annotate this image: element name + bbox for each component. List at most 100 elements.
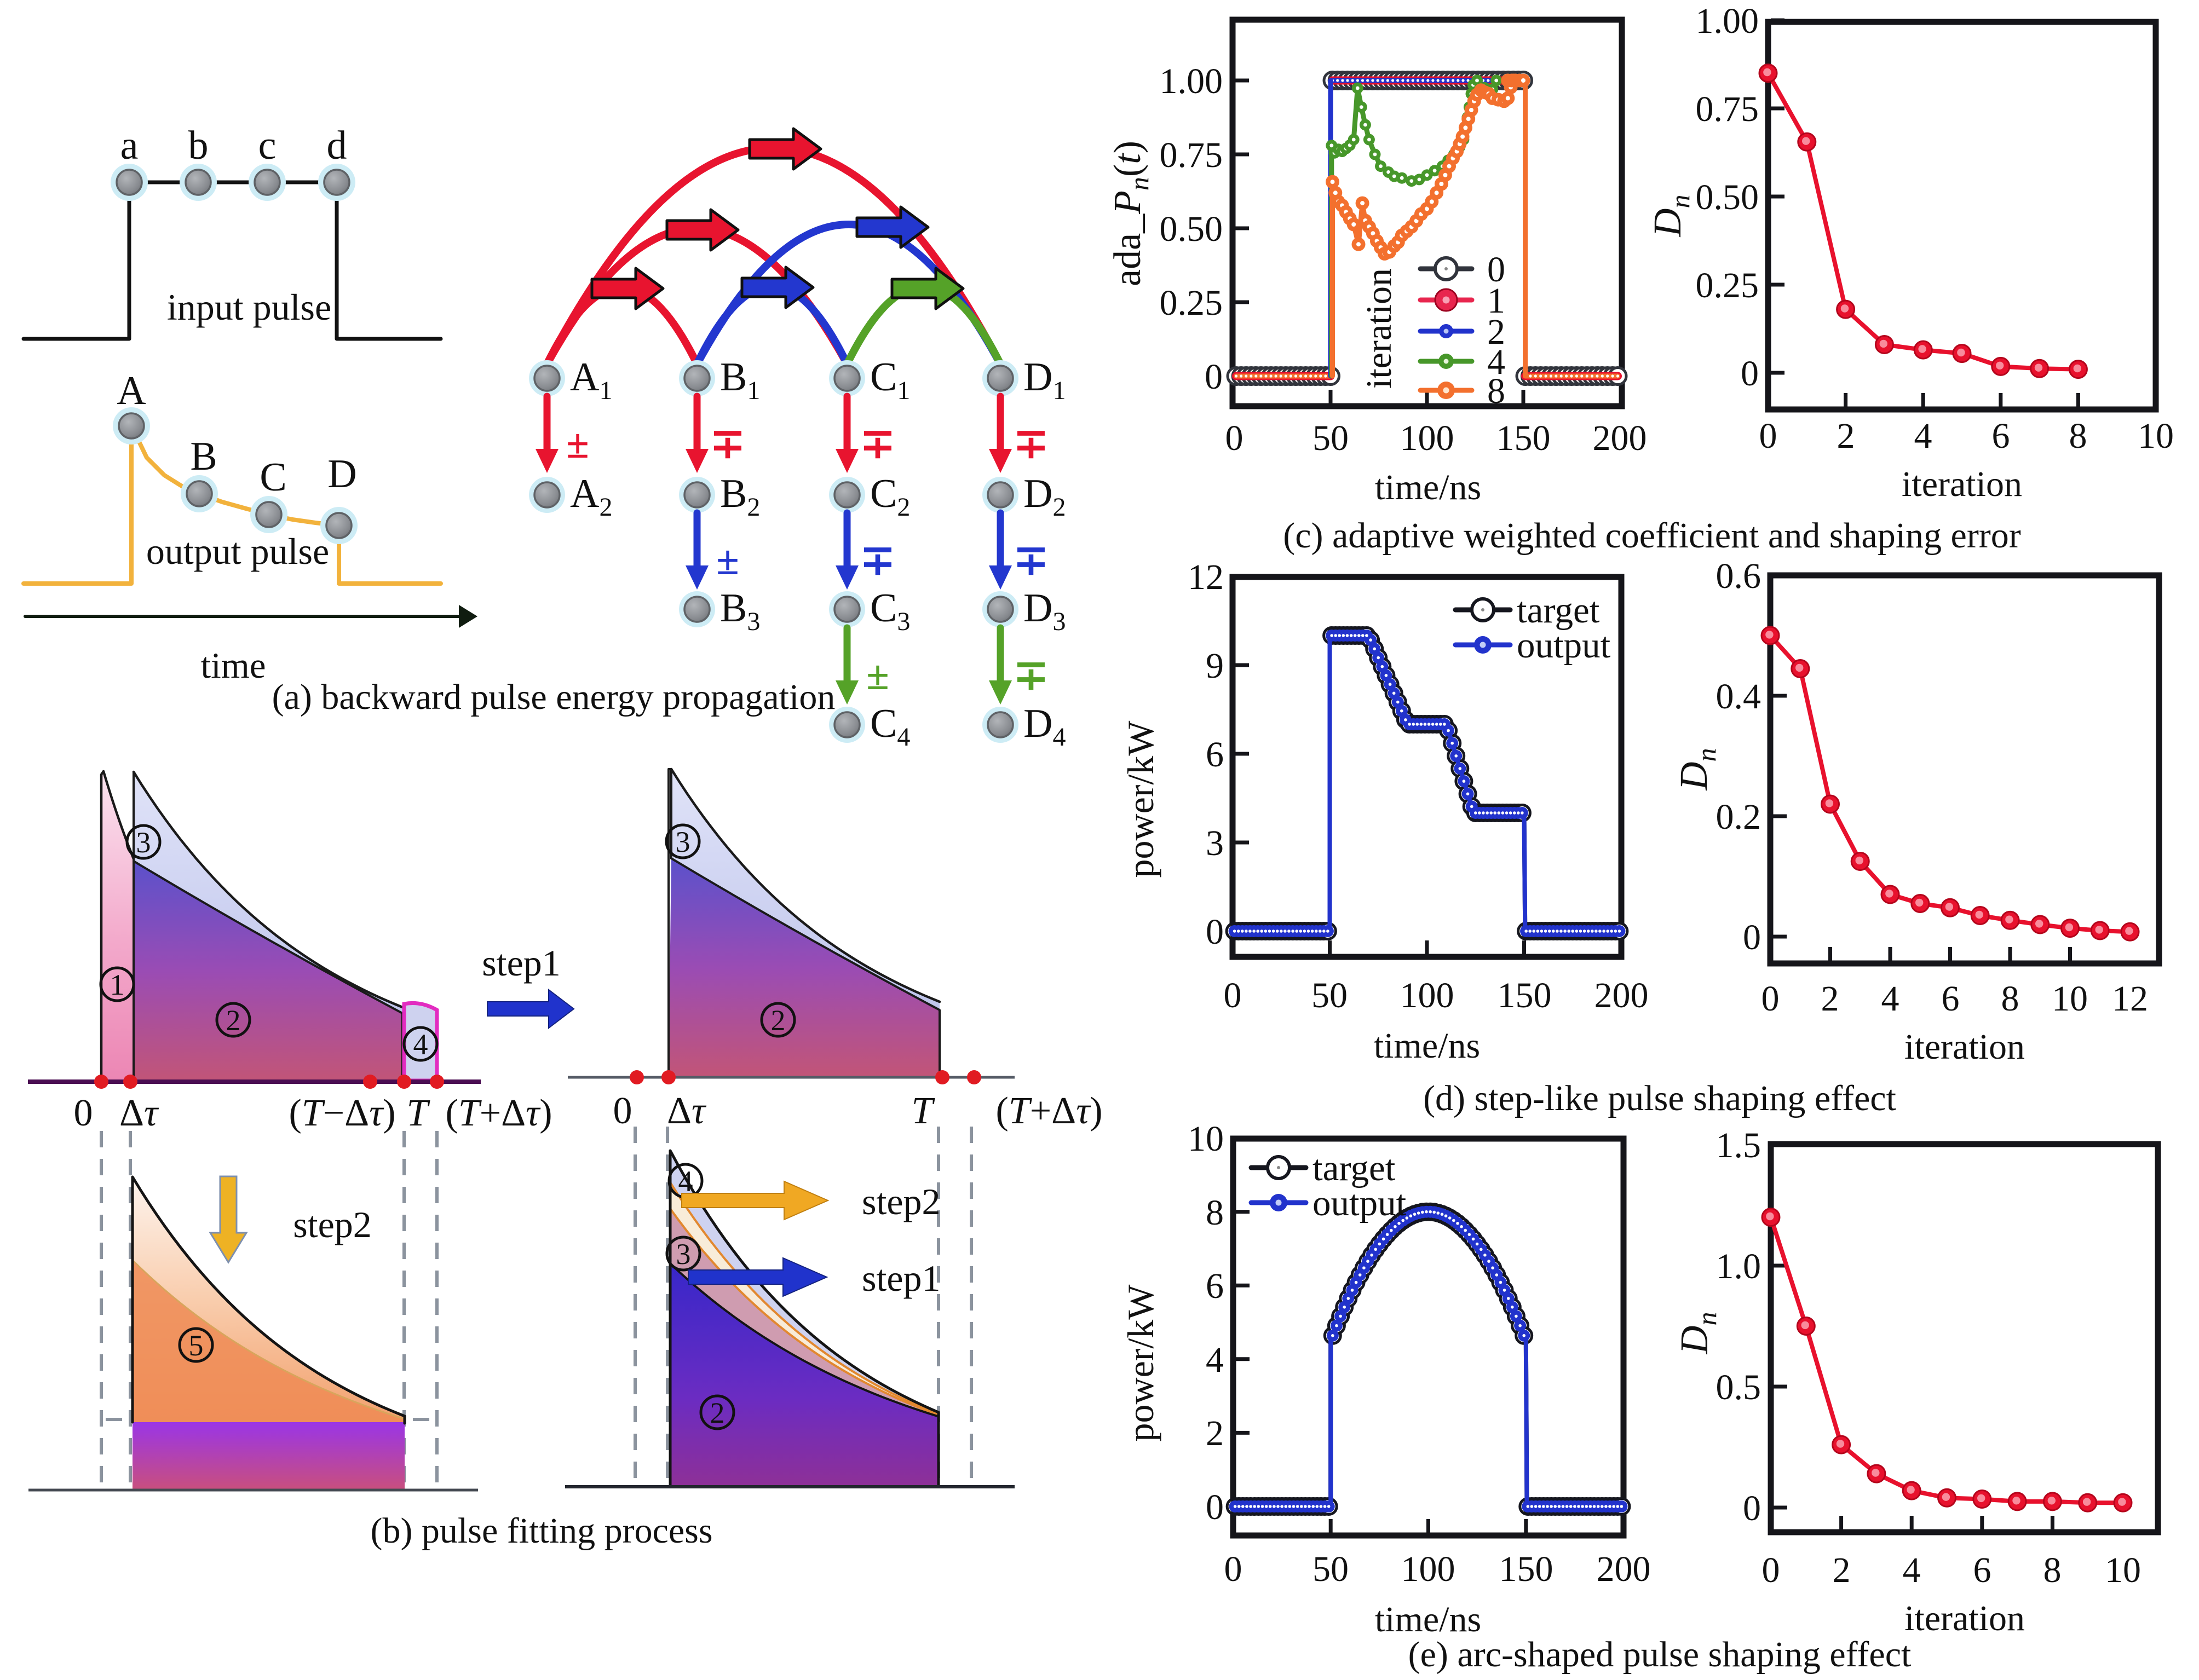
svg-text:time: time: [200, 645, 266, 686]
svg-text:B: B: [190, 434, 217, 479]
svg-text:∓: ∓: [710, 421, 745, 467]
svg-text:2: 2: [1821, 979, 1839, 1019]
svg-text:0.5: 0.5: [1716, 1367, 1761, 1407]
svg-text:4: 4: [1487, 342, 1505, 382]
svg-text:A: A: [117, 368, 146, 413]
svg-text:d: d: [327, 123, 347, 168]
svg-text:∓: ∓: [1014, 538, 1049, 584]
svg-text:6: 6: [1206, 735, 1224, 775]
svg-text:3: 3: [136, 826, 151, 859]
svg-text:output: output: [1313, 1183, 1407, 1223]
svg-text:0: 0: [1761, 979, 1780, 1019]
svg-text:200: 200: [1593, 418, 1647, 458]
svg-text:100: 100: [1400, 418, 1454, 458]
svg-text:150: 150: [1499, 1549, 1553, 1589]
svg-text:iteration: iteration: [1904, 1027, 2025, 1067]
svg-text:±: ±: [566, 421, 589, 467]
svg-text:4: 4: [1914, 416, 1932, 456]
svg-text:0: 0: [1762, 1550, 1780, 1590]
svg-text:1: 1: [1487, 281, 1505, 321]
svg-text:50: 50: [1313, 1549, 1349, 1589]
svg-text:iteration: iteration: [1904, 1598, 2025, 1638]
svg-text:Δτ: Δτ: [667, 1090, 707, 1132]
svg-text:power/kW: power/kW: [1120, 1284, 1161, 1442]
svg-text:target: target: [1517, 590, 1600, 631]
svg-text:∓: ∓: [1014, 421, 1049, 467]
svg-text:(T+Δτ): (T+Δτ): [995, 1090, 1102, 1132]
svg-text:a: a: [120, 123, 139, 168]
svg-text:step2: step2: [293, 1204, 372, 1245]
svg-text:4: 4: [1206, 1340, 1224, 1380]
svg-text:50: 50: [1313, 418, 1349, 458]
svg-text:3: 3: [676, 825, 690, 858]
svg-text:2: 2: [771, 1004, 786, 1037]
svg-text:∓: ∓: [1014, 653, 1049, 698]
svg-text:(a) backward pulse energy prop: (a) backward pulse energy propagation: [272, 677, 836, 717]
svg-text:3: 3: [1206, 823, 1224, 863]
svg-text:0: 0: [1205, 357, 1223, 397]
svg-text:10: 10: [1188, 1119, 1224, 1159]
svg-text:0: 0: [1206, 1487, 1224, 1527]
svg-text:2: 2: [1837, 416, 1855, 456]
svg-text:(T+Δτ): (T+Δτ): [445, 1092, 552, 1134]
svg-text:(d) step-like pulse shaping ef: (d) step-like pulse shaping effect: [1423, 1078, 1896, 1118]
svg-text:0: 0: [1224, 975, 1242, 1015]
svg-text:0.50: 0.50: [1696, 177, 1759, 217]
svg-text:ada_Pn(t): ada_Pn(t): [1107, 141, 1154, 286]
svg-text:2: 2: [1206, 1413, 1224, 1453]
svg-text:0: 0: [1224, 1549, 1242, 1589]
svg-text:2: 2: [1487, 312, 1505, 352]
svg-text:time/ns: time/ns: [1374, 1026, 1480, 1066]
svg-text:9: 9: [1206, 646, 1224, 686]
svg-text:4: 4: [1903, 1550, 1921, 1590]
svg-text:200: 200: [1594, 975, 1649, 1015]
svg-text:1.5: 1.5: [1716, 1125, 1761, 1165]
svg-text:2: 2: [710, 1396, 725, 1429]
svg-text:∓: ∓: [860, 421, 895, 467]
svg-text:6: 6: [1942, 979, 1960, 1019]
svg-text:5: 5: [189, 1329, 204, 1362]
svg-text:10: 10: [2105, 1550, 2141, 1590]
svg-text:200: 200: [1597, 1549, 1651, 1589]
svg-text:6: 6: [1206, 1266, 1224, 1306]
svg-text:2: 2: [1833, 1550, 1851, 1590]
svg-text:1.0: 1.0: [1716, 1246, 1761, 1286]
svg-text:±: ±: [716, 538, 739, 584]
svg-text:4: 4: [678, 1165, 693, 1198]
svg-text:8: 8: [2001, 979, 2019, 1019]
svg-text:0: 0: [1225, 418, 1244, 458]
svg-text:(c) adaptive weighted coeffici: (c) adaptive weighted coefficient and sh…: [1283, 516, 2021, 556]
svg-text:8: 8: [2043, 1550, 2062, 1590]
svg-text:0.25: 0.25: [1160, 283, 1223, 323]
svg-text:step2: step2: [862, 1181, 941, 1222]
svg-text:3: 3: [676, 1238, 691, 1271]
svg-text:100: 100: [1400, 975, 1454, 1015]
svg-text:6: 6: [1992, 416, 2010, 456]
svg-text:T: T: [407, 1092, 431, 1134]
svg-text:100: 100: [1401, 1549, 1455, 1589]
svg-text:0.50: 0.50: [1160, 209, 1223, 249]
svg-text:(e) arc-shaped pulse shaping e: (e) arc-shaped pulse shaping effect: [1408, 1635, 1912, 1675]
svg-text:0: 0: [613, 1090, 632, 1132]
svg-text:12: 12: [1188, 557, 1224, 597]
svg-text:8: 8: [1206, 1193, 1224, 1233]
svg-text:iteration: iteration: [1902, 464, 2022, 504]
svg-text:0.75: 0.75: [1160, 135, 1223, 175]
svg-text:step1: step1: [862, 1257, 941, 1299]
svg-text:0: 0: [1759, 416, 1777, 456]
svg-text:0.4: 0.4: [1716, 677, 1761, 717]
svg-text:1.00: 1.00: [1160, 61, 1223, 101]
svg-text:0: 0: [74, 1092, 93, 1134]
svg-text:D: D: [327, 452, 356, 497]
svg-text:6: 6: [1973, 1550, 1991, 1590]
svg-text:8: 8: [1487, 371, 1505, 411]
svg-text:iteration: iteration: [1359, 268, 1399, 389]
svg-text:T: T: [912, 1090, 936, 1132]
svg-text:12: 12: [2112, 979, 2148, 1019]
svg-text:1: 1: [110, 968, 125, 1001]
svg-text:±: ±: [866, 653, 889, 698]
svg-text:∓: ∓: [860, 538, 895, 584]
svg-text:C: C: [260, 455, 286, 500]
svg-text:Δτ: Δτ: [119, 1092, 159, 1134]
svg-text:step1: step1: [482, 942, 561, 984]
